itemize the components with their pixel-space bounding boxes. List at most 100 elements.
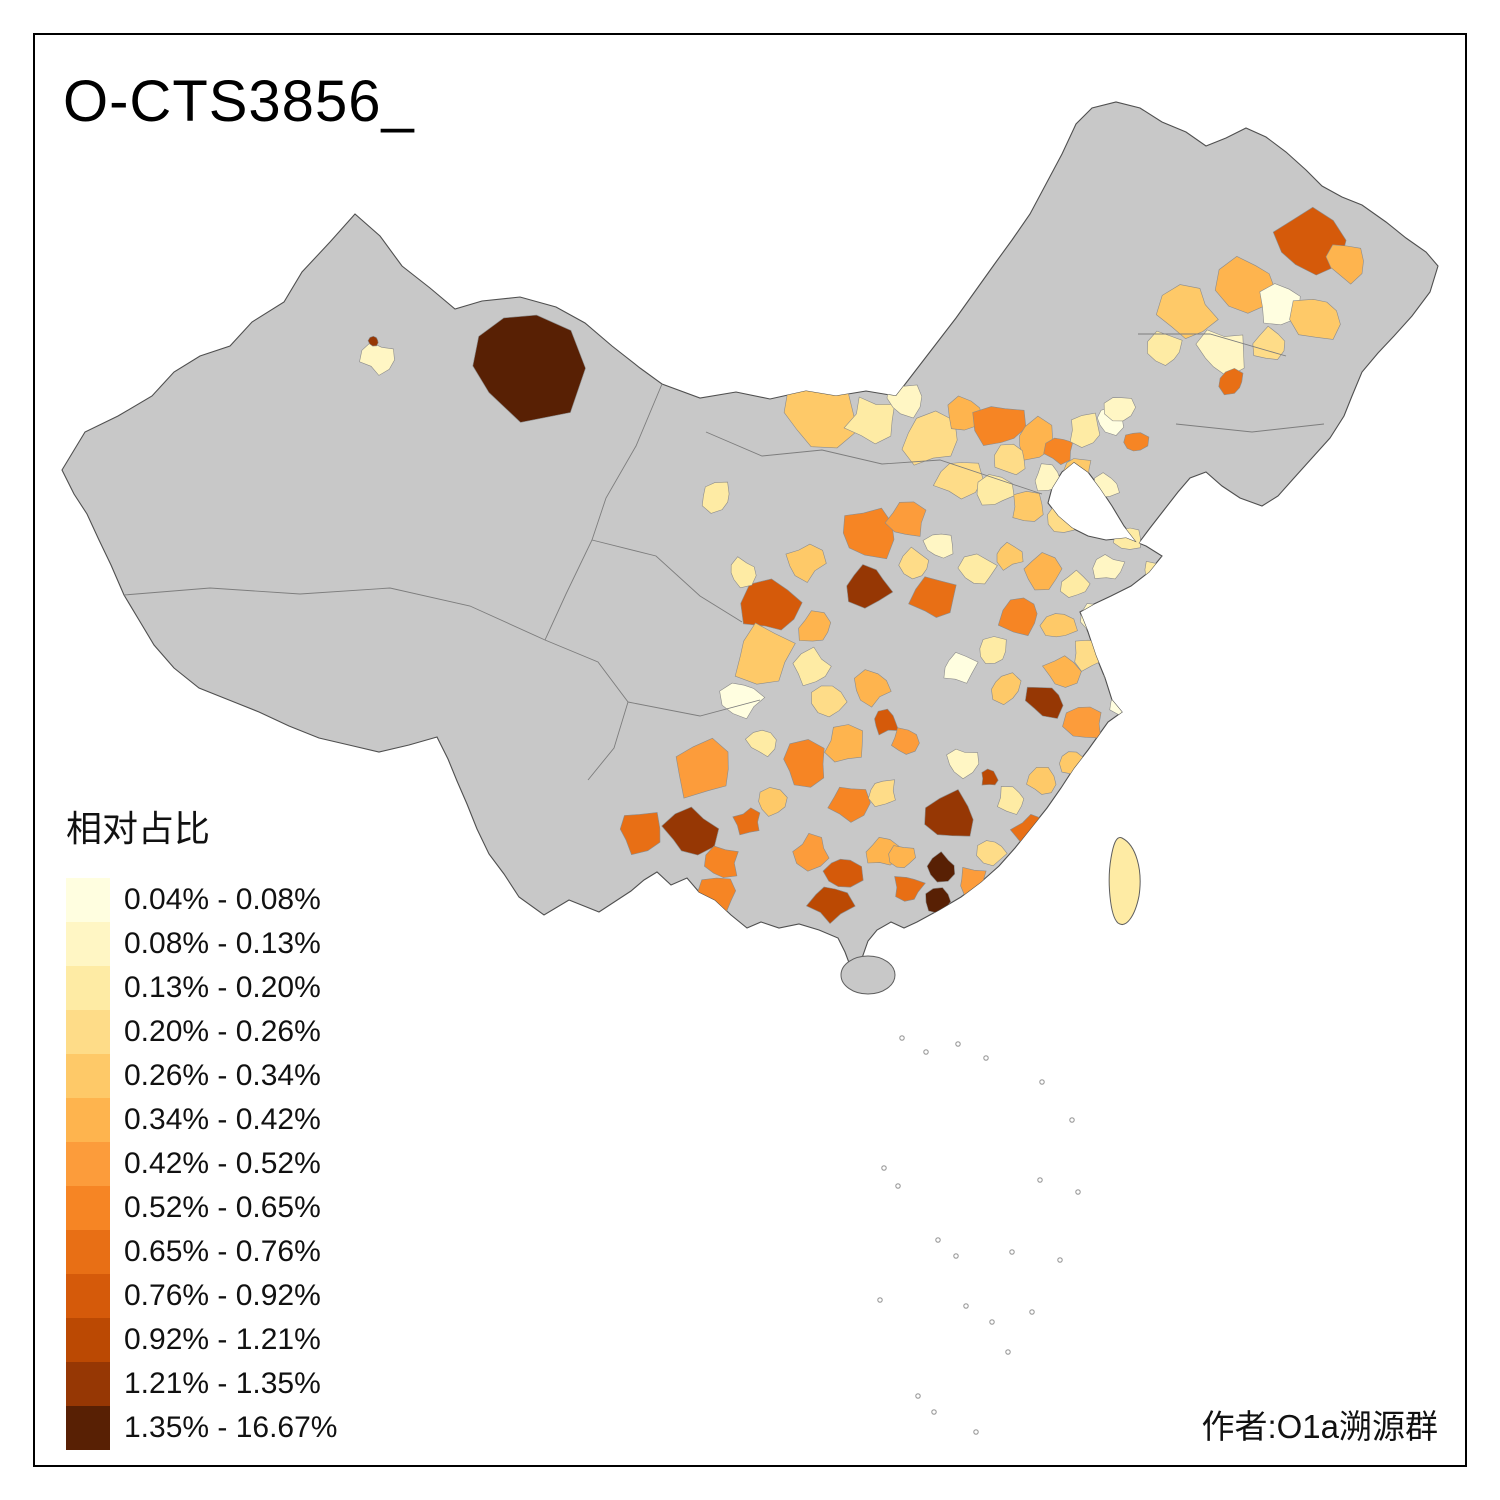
map-region [1024,686,1064,719]
map-region [1034,463,1061,492]
map-region [661,806,720,856]
sea-islet [983,1055,989,1061]
map-region [957,553,998,585]
legend: 相对占比 0.04% - 0.08% 0.08% - 0.13% 0.13% - 0… [66,800,337,1450]
map-region [798,610,832,642]
legend-label: 1.21% - 1.35% [124,1367,321,1400]
map-region [846,564,894,609]
author-credit: 作者:O1a溯源群 [1201,1408,1438,1445]
legend-label: 1.35% - 16.67% [124,1411,338,1444]
map-region [868,779,896,808]
map-region [926,851,956,883]
map-region [996,541,1024,571]
legend-label: 0.92% - 1.21% [124,1323,321,1356]
map-region [843,396,895,445]
map-region [811,685,848,718]
sea-islet [899,1035,905,1041]
sea-islet [1069,1117,1075,1123]
legend-swatch [66,1010,110,1054]
map-region [1259,283,1301,326]
legend-swatch [66,966,110,1010]
sea-islet [989,1319,995,1325]
province-borders [123,333,1325,781]
legend-swatch [66,1054,110,1098]
map-region [894,876,926,902]
map-region [1047,505,1077,533]
map-region [993,443,1026,476]
map-region [1103,657,1134,687]
map-region [730,556,757,589]
legend-swatch [66,922,110,966]
map-region [991,672,1022,706]
sea-islet [923,1049,929,1055]
legend-swatch [66,1318,110,1362]
map-region [922,533,954,559]
legend-label: 0.20% - 0.26% [124,1015,321,1048]
legend-row: 0.08% - 0.13% [66,922,337,966]
map-region [1080,499,1112,533]
map-region [1069,412,1101,448]
map-region [1026,766,1057,795]
map-region [1060,569,1091,598]
legend-swatch [66,1362,110,1406]
map-region [675,737,729,799]
map-region [1012,490,1044,522]
map-region [1042,655,1082,688]
map-region [734,622,796,685]
map-region [619,812,661,856]
sea-islet [1039,1079,1045,1085]
legend-row: 0.65% - 0.76% [66,1230,337,1274]
legend-title: 相对占比 [66,808,211,849]
sea-islet [935,1237,941,1243]
sea-islet [881,1165,887,1171]
map-region [853,669,892,708]
map-region [979,636,1007,664]
map-region [1147,330,1183,366]
legend-row: 0.52% - 0.65% [66,1186,337,1230]
map-region [1023,552,1063,591]
legend-row: 0.13% - 0.20% [66,966,337,1010]
map-region [1117,800,1146,824]
map-region [701,481,730,514]
map-region [901,410,958,466]
legend-row: 0.04% - 0.08% [66,878,337,922]
map-region [981,768,999,786]
sea-islet [915,1393,921,1399]
map-region [1062,706,1102,739]
sea-islet [963,1303,969,1309]
legend-row: 1.21% - 1.35% [66,1362,337,1406]
map-region [1047,858,1081,887]
legend-row: 1.35% - 16.67% [66,1406,337,1450]
map-region [822,858,864,888]
legend-label: 0.08% - 0.13% [124,927,321,960]
map-region [1123,432,1150,452]
legend-row: 0.42% - 0.52% [66,1142,337,1186]
map-region [946,748,980,780]
map-region [1130,751,1155,773]
map-region [783,380,858,449]
map-region [972,406,1027,446]
map-region [884,501,927,537]
legend-swatch [66,1406,110,1450]
map-region [997,786,1025,815]
map-region [943,652,979,684]
sea-islet [931,1409,937,1415]
map-region [997,597,1038,636]
map-region [785,543,827,583]
legend-swatch [66,1098,110,1142]
sea-islet [1005,1349,1011,1355]
legend-row: 0.76% - 0.92% [66,1274,337,1318]
map-region [824,724,863,763]
legend-swatch [66,878,110,922]
legend-label: 0.04% - 0.08% [124,883,321,916]
taiwan-island [1108,837,1141,925]
legend-row: 0.34% - 0.42% [66,1098,337,1142]
legend-label: 0.42% - 0.52% [124,1147,321,1180]
map-region [976,474,1015,506]
sea-islet [877,1297,883,1303]
sea-islet [1037,1177,1043,1183]
south-china-sea-islets [877,1035,1081,1435]
legend-swatch [66,1186,110,1230]
map-region [367,335,379,347]
map-region [1097,764,1120,788]
